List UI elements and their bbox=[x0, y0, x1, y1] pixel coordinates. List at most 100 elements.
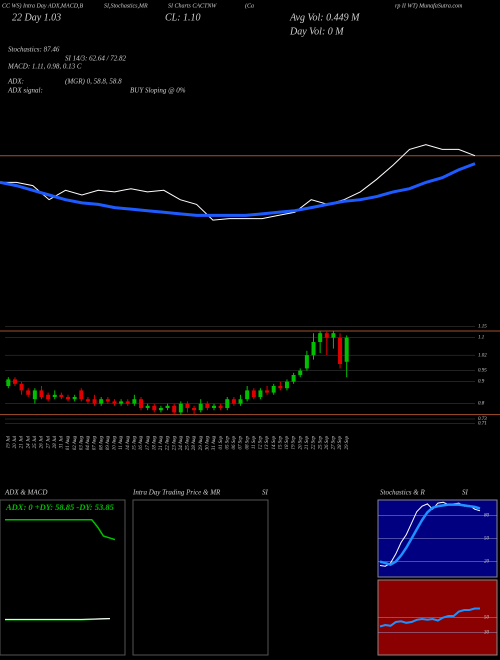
x-tick-label: 03 Aug bbox=[79, 436, 84, 451]
x-tick-label: 22 Sep bbox=[312, 436, 317, 450]
x-tick-label: 02 Aug bbox=[73, 436, 78, 451]
y-tick-label: 80 bbox=[484, 514, 490, 519]
page-title: CC WS) Intra Day ADX,MACD,B bbox=[2, 2, 84, 9]
x-tick-label: 26 Jul bbox=[40, 435, 45, 448]
candle-body bbox=[99, 399, 104, 404]
info-text: SI 14/3: 62.64 / 72.82 bbox=[65, 55, 127, 63]
candle-body bbox=[284, 381, 289, 389]
y-tick-label: 20 bbox=[484, 560, 490, 565]
x-tick-label: 29 Sep bbox=[345, 436, 350, 450]
x-tick-label: 27 Jul bbox=[46, 435, 51, 448]
x-tick-label: 28 Jul bbox=[53, 435, 58, 448]
x-tick-label: 28 Aug bbox=[192, 436, 197, 451]
info-text: MACD: 1.11, 0.98, 0.13 C bbox=[7, 63, 82, 71]
info-text: CL: 1.10 bbox=[165, 12, 201, 23]
line-series bbox=[0, 144, 476, 221]
x-tick-label: 20 Jul bbox=[13, 435, 18, 448]
candle-body bbox=[291, 375, 296, 382]
x-tick-label: 13 Sep bbox=[265, 436, 270, 450]
candle-body bbox=[125, 401, 130, 404]
candle-body bbox=[32, 390, 37, 400]
candle-body bbox=[192, 408, 197, 411]
candle-body bbox=[338, 337, 343, 364]
x-tick-label: 07 Aug bbox=[93, 436, 98, 451]
line-series bbox=[379, 503, 481, 567]
candle-body bbox=[311, 342, 316, 356]
x-tick-label: 19 Sep bbox=[292, 436, 297, 450]
y-tick-label: 1.02 bbox=[478, 353, 487, 358]
x-tick-label: 22 Aug bbox=[166, 436, 171, 451]
x-tick-label: 24 Aug bbox=[179, 436, 184, 451]
x-tick-label: 31 Jul bbox=[60, 435, 65, 448]
x-tick-label: 15 Aug bbox=[133, 436, 138, 451]
candle-body bbox=[19, 383, 24, 391]
candle-body bbox=[105, 399, 110, 402]
x-tick-label: 14 Sep bbox=[272, 436, 277, 450]
candle-body bbox=[152, 405, 157, 411]
candle-body bbox=[145, 405, 150, 408]
candle-body bbox=[12, 379, 17, 384]
x-tick-label: 30 Aug bbox=[205, 436, 210, 451]
x-tick-label: 21 Jul bbox=[20, 435, 25, 448]
candle-body bbox=[211, 405, 216, 408]
candle-body bbox=[158, 408, 163, 411]
info-text: 22 Day 1.03 bbox=[12, 12, 61, 23]
x-tick-label: 25 Aug bbox=[186, 436, 191, 451]
y-tick-label: 50 bbox=[484, 537, 490, 542]
candle-body bbox=[271, 386, 276, 393]
candle-body bbox=[85, 399, 90, 402]
panel-title: ADX & MACD bbox=[4, 489, 47, 497]
candle-body bbox=[258, 390, 263, 397]
candle-body bbox=[72, 397, 77, 400]
page-title: (Ca bbox=[245, 2, 254, 9]
x-tick-label: 18 Sep bbox=[285, 436, 290, 450]
x-tick-label: 12 Sep bbox=[259, 436, 264, 450]
candle-body bbox=[205, 403, 210, 408]
x-tick-label: 21 Aug bbox=[159, 436, 164, 451]
info-text: ADX: bbox=[7, 78, 24, 86]
candle-body bbox=[324, 333, 329, 338]
candle-body bbox=[265, 390, 270, 393]
candle-body bbox=[344, 337, 349, 362]
page-title: SI,Stochastics,MR bbox=[104, 3, 148, 9]
candle-body bbox=[39, 390, 44, 397]
candle-body bbox=[278, 386, 283, 389]
panel-title: SI bbox=[462, 489, 469, 497]
x-tick-label: 28 Sep bbox=[338, 436, 343, 450]
page-title: rp II WT) MunafaSutra.com bbox=[395, 2, 463, 9]
panel-title: SI bbox=[262, 489, 269, 497]
x-tick-label: 14 Aug bbox=[126, 436, 131, 451]
candle-body bbox=[331, 333, 336, 338]
candle-body bbox=[178, 403, 183, 413]
intraday-panel bbox=[132, 499, 269, 656]
info-text: ADX signal: bbox=[7, 87, 43, 95]
candle-body bbox=[225, 399, 230, 408]
x-tick-label: 17 Aug bbox=[146, 436, 151, 451]
info-text: Day Vol: 0 M bbox=[289, 26, 344, 37]
candle-body bbox=[66, 397, 71, 400]
candle-body bbox=[92, 399, 97, 404]
x-tick-label: 15 Sep bbox=[278, 436, 283, 450]
page-title: SI Charts CACTNW bbox=[168, 3, 217, 9]
candle-body bbox=[46, 394, 51, 400]
candle-body bbox=[231, 399, 236, 404]
candle-body bbox=[238, 399, 243, 404]
candle-body bbox=[304, 355, 309, 369]
x-tick-label: 10 Aug bbox=[113, 436, 118, 451]
y-tick-label: 30 bbox=[484, 631, 490, 636]
annotation: ADX: 0 +DY: 58.85 -DY: 53.85 bbox=[5, 502, 115, 512]
line-series bbox=[379, 607, 480, 628]
x-tick-label: 04 Aug bbox=[86, 436, 91, 451]
info-text: (MGR) 0, 58.8, 58.8 bbox=[65, 78, 122, 86]
candle-body bbox=[132, 399, 137, 404]
x-tick-label: 08 Aug bbox=[99, 436, 104, 451]
candle-body bbox=[165, 405, 170, 408]
x-tick-label: 09 Aug bbox=[106, 436, 111, 451]
candle-body bbox=[251, 390, 256, 397]
candle-body bbox=[298, 370, 303, 375]
x-tick-label: 16 Aug bbox=[139, 436, 144, 451]
y-tick-label: 0.95 bbox=[478, 369, 487, 374]
candle-body bbox=[139, 399, 144, 408]
x-tick-label: 11 Sep bbox=[252, 436, 257, 450]
